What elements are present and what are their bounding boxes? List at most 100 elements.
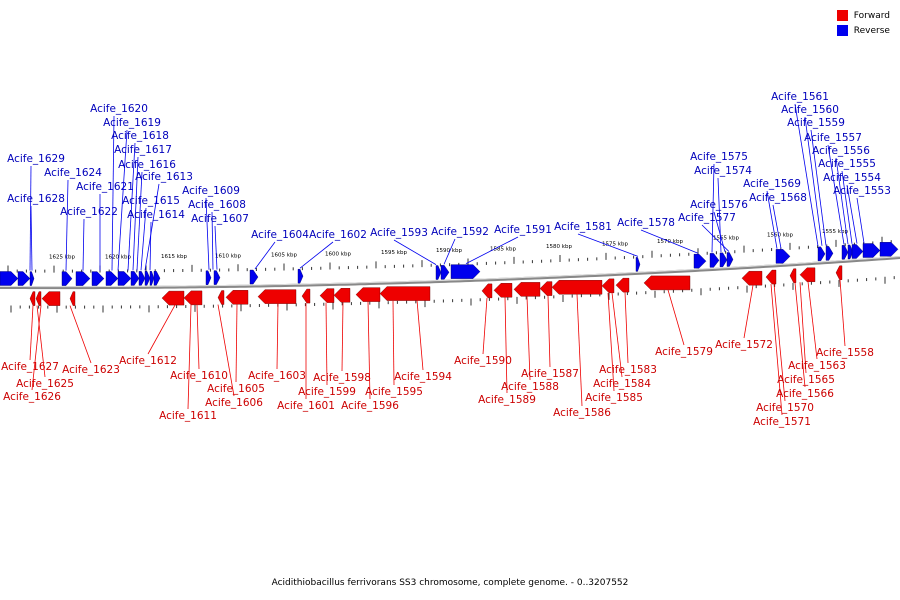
- reverse-gene-label: Acife_1620: [90, 103, 148, 115]
- reverse-gene-arrow: [693, 253, 707, 269]
- forward-gene-leader: [276, 303, 279, 370]
- reverse-gene-arrow: [440, 265, 450, 280]
- forward-gene-leader: [624, 292, 629, 364]
- reverse-gene-leader: [82, 218, 85, 271]
- forward-gene-leader: [743, 285, 754, 339]
- reverse-gene-label: Acife_1575: [690, 151, 748, 163]
- reverse-gene-arrow: [450, 264, 481, 279]
- reverse-gene-label: Acife_1577: [678, 212, 736, 224]
- forward-gene-leader: [807, 281, 818, 360]
- reverse-gene-label: Acife_1560: [781, 104, 839, 116]
- genome-caption: Acidithiobacillus ferrivorans SS3 chromo…: [271, 578, 629, 588]
- forward-gene-arrow: [29, 291, 36, 306]
- scale-label: 1585 kbp: [490, 246, 516, 252]
- reverse-gene-leader: [640, 229, 699, 254]
- legend-item-forward: Forward: [836, 8, 890, 23]
- forward-gene-label: Acife_1603: [248, 370, 306, 382]
- reverse-gene-label: Acife_1557: [804, 132, 862, 144]
- forward-gene-leader: [504, 297, 508, 394]
- forward-gene-arrow: [301, 288, 311, 304]
- reverse-gene-arrow: [29, 271, 35, 286]
- reverse-gene-arrow: [138, 271, 146, 286]
- forward-gene-leader: [607, 292, 615, 392]
- forward-gene-label: Acife_1585: [585, 392, 643, 404]
- reverse-gene-leader: [717, 177, 722, 253]
- reverse-gene-arrow: [205, 270, 212, 285]
- forward-gene-label: Acife_1611: [159, 410, 217, 422]
- forward-gene-arrow: [799, 267, 816, 282]
- forward-gene-arrow: [481, 283, 493, 299]
- reverse-gene-arrow: [75, 271, 91, 286]
- forward-gene-label: Acife_1605: [207, 383, 265, 395]
- reverse-gene-label: Acife_1574: [694, 165, 752, 177]
- reverse-gene-leader: [140, 207, 147, 271]
- forward-gene-leader: [526, 296, 531, 381]
- forward-gene-leader: [576, 294, 583, 407]
- reverse-gene-arrow: [149, 271, 155, 286]
- forward-gene-label: Acife_1584: [593, 378, 651, 390]
- reverse-gene-leader: [214, 225, 218, 270]
- reverse-gene-leader: [30, 205, 33, 271]
- reverse-gene-label: Acife_1619: [103, 117, 161, 129]
- backbone-highlight: [0, 256, 900, 288]
- scale-label: 1610 kbp: [215, 253, 241, 259]
- reverse-gene-arrow: [775, 249, 791, 264]
- forward-gene-leader: [69, 305, 92, 364]
- reverse-gene-arrow: [144, 271, 151, 286]
- reverse-gene-arrow: [862, 243, 881, 258]
- reverse-gene-leader: [127, 142, 136, 271]
- reverse-gene-label: Acife_1621: [76, 181, 134, 193]
- reverse-gene-label: Acife_1609: [182, 185, 240, 197]
- reverse-gene-arrow: [0, 271, 19, 286]
- forward-gene-arrow: [161, 290, 185, 306]
- legend-label-forward: Forward: [853, 10, 890, 21]
- reverse-gene-arrow: [847, 244, 854, 260]
- reverse-gene-label: Acife_1607: [191, 213, 249, 225]
- forward-gene-label: Acife_1570: [756, 402, 814, 414]
- reverse-gene-label: Acife_1569: [743, 178, 801, 190]
- forward-gene-leader: [547, 295, 551, 368]
- reverse-gene-arrow: [841, 245, 849, 260]
- reverse-gene-arrow: [635, 257, 641, 272]
- reverse-gene-leader: [856, 197, 865, 244]
- forward-gene-leader: [217, 304, 235, 397]
- reverse-gene-leader: [29, 165, 32, 271]
- reverse-gene-label: Acife_1556: [812, 145, 870, 157]
- legend-swatch-reverse: [836, 25, 848, 36]
- reverse-gene-label: Acife_1553: [833, 185, 891, 197]
- reverse-gene-arrow: [709, 253, 720, 268]
- forward-gene-leader: [367, 301, 371, 400]
- forward-gene-leader: [235, 304, 238, 383]
- forward-gene-arrow: [319, 288, 335, 303]
- scale-label: 1605 kbp: [271, 253, 297, 259]
- forward-gene-leader: [325, 302, 328, 386]
- scale-label: 1615 kbp: [161, 254, 187, 260]
- forward-gene-label: Acife_1589: [478, 394, 536, 406]
- forward-gene-arrow: [217, 290, 225, 305]
- forward-gene-arrow: [789, 268, 797, 283]
- scale-label: 1565 kbp: [713, 236, 739, 242]
- legend: Forward Reverse: [836, 8, 890, 38]
- reverse-gene-label: Acife_1624: [44, 167, 102, 179]
- forward-gene-arrow: [765, 269, 777, 285]
- reverse-gene-arrow: [153, 271, 161, 286]
- forward-gene-arrow: [355, 287, 381, 302]
- forward-gene-label: Acife_1571: [753, 416, 811, 428]
- reverse-gene-leader: [149, 221, 152, 271]
- forward-gene-label: Acife_1579: [655, 346, 713, 358]
- forward-gene-label: Acife_1563: [788, 360, 846, 372]
- forward-gene-label: Acife_1587: [521, 368, 579, 380]
- forward-gene-arrow: [225, 290, 249, 305]
- forward-gene-arrow: [493, 283, 513, 298]
- forward-gene-label: Acife_1586: [553, 407, 611, 419]
- forward-gene-leader: [770, 284, 783, 416]
- reverse-gene-arrow: [435, 265, 442, 280]
- reverse-gene-label: Acife_1622: [60, 206, 118, 218]
- forward-gene-arrow: [35, 291, 42, 306]
- backbone-line: [0, 256, 900, 290]
- reverse-gene-leader: [205, 197, 210, 270]
- forward-gene-leader: [31, 305, 42, 391]
- reverse-gene-label: Acife_1604: [251, 229, 309, 241]
- reverse-gene-label: Acife_1576: [690, 199, 748, 211]
